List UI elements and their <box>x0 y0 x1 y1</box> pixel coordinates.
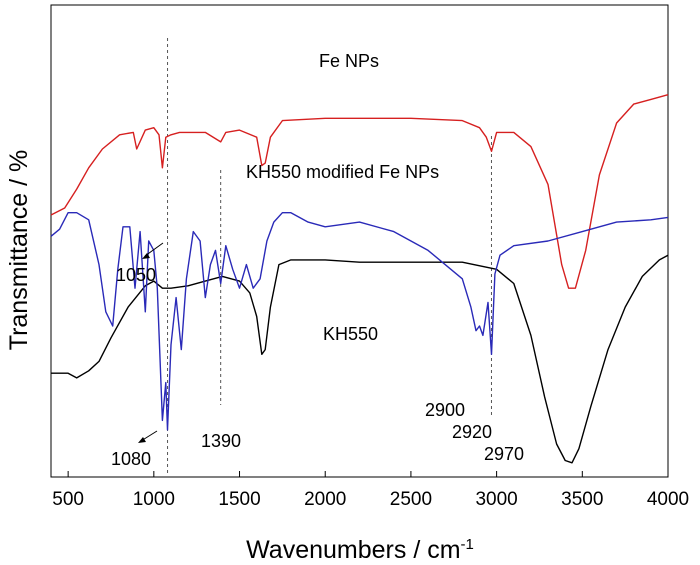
series-labels: Fe NPs KH550 modified Fe NPs KH550 <box>246 51 439 344</box>
x-tick-label-500: 500 <box>52 489 84 510</box>
x-axis-ticks: 500 1000 1500 2000 2500 3000 3500 4000 <box>52 471 689 510</box>
reference-lines <box>167 38 492 475</box>
series-line-2 <box>50 211 669 431</box>
series-line-1 <box>50 94 669 289</box>
series-line-0 <box>51 254 669 464</box>
x-axis-title-text: Wavenumbers / cm <box>246 536 460 564</box>
x-tick-label-1000: 1000 <box>133 489 175 510</box>
series-layer <box>50 94 669 464</box>
annotation-2900: 2900 <box>425 400 465 420</box>
plot-frame <box>50 4 669 478</box>
series-label-kh550-modified: KH550 modified Fe NPs <box>246 162 439 182</box>
arrow-1050-icon <box>144 242 164 257</box>
x-axis-title: Wavenumbers / cm-1 <box>246 536 474 564</box>
annotations: 1050 1080 1390 2900 2920 2970 <box>111 242 524 469</box>
annotation-2920: 2920 <box>452 422 492 442</box>
y-axis-title: Transmittance / % <box>5 150 33 351</box>
arrowhead-1050-icon <box>142 253 150 259</box>
series-label-kh550: KH550 <box>323 324 378 344</box>
annotation-1390: 1390 <box>201 431 241 451</box>
series-label-fe-nps: Fe NPs <box>319 51 379 71</box>
annotation-1050: 1050 <box>116 265 156 285</box>
annotation-2970: 2970 <box>484 444 524 464</box>
x-tick-label-1500: 1500 <box>218 489 260 510</box>
x-tick-label-2500: 2500 <box>390 489 432 510</box>
x-tick-label-2000: 2000 <box>304 489 346 510</box>
x-tick-label-3000: 3000 <box>475 489 517 510</box>
x-axis-title-superscript: -1 <box>461 536 474 553</box>
annotation-1080: 1080 <box>111 449 151 469</box>
x-tick-label-4000: 4000 <box>647 489 689 510</box>
x-tick-label-3500: 3500 <box>561 489 603 510</box>
arrowhead-1080-icon <box>138 437 146 443</box>
